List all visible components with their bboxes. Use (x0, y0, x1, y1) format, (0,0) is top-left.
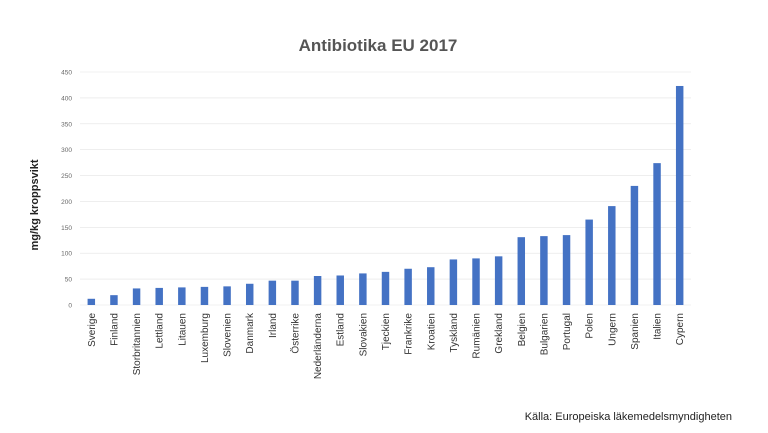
x-tick-label: Kroatien (426, 313, 437, 350)
y-tick-label: 200 (61, 199, 72, 206)
y-tick-label: 400 (61, 95, 72, 102)
x-tick-label: Sverige (87, 313, 98, 347)
gridlines (80, 71, 691, 306)
x-tick-label: Rumänien (472, 313, 483, 359)
bar (427, 267, 435, 305)
bar (653, 163, 661, 305)
y-axis-label: mg/kg kroppsvikt (29, 159, 41, 250)
bar (608, 206, 616, 305)
x-tick-label: Bulgarien (539, 313, 550, 355)
x-tick-label: Spanien (630, 313, 641, 350)
bar (517, 237, 526, 305)
y-tick-label: 300 (61, 147, 72, 154)
x-tick-label: Slovenien (223, 313, 234, 357)
x-tick-label: Cypern (675, 313, 686, 345)
x-axis-ticks: Sverige Finland Storbritannien Lettland Lita… (87, 312, 686, 379)
bar (449, 259, 458, 305)
x-tick-label: Belgien (517, 313, 528, 346)
bar (675, 85, 684, 305)
x-tick-label: Italien (653, 313, 664, 340)
chart-title: Antibiotika EU 2017 (299, 36, 458, 55)
x-tick-label: Luxemburg (200, 313, 211, 363)
x-tick-label: Irland (268, 313, 279, 338)
x-tick-label: Portugal (562, 313, 573, 350)
x-tick-label: Estland (336, 313, 347, 346)
source-note: Källa: Europeiska läkemedelsmyndigheten (525, 411, 732, 423)
bar (87, 298, 96, 305)
x-tick-label: Tjeckien (381, 313, 392, 350)
y-tick-label: 50 (65, 277, 73, 284)
x-tick-label: Polen (585, 313, 596, 339)
y-tick-label: 150 (61, 225, 72, 232)
x-tick-label: Slovakien (358, 313, 369, 356)
bar (404, 268, 412, 305)
bar (336, 275, 344, 305)
bar (200, 286, 209, 305)
y-tick-label: 0 (68, 303, 72, 310)
bar (110, 295, 118, 305)
bar (472, 258, 480, 305)
x-tick-label: Lettland (155, 313, 166, 349)
y-tick-label: 100 (61, 251, 72, 258)
bar (245, 283, 254, 305)
x-tick-label: Frankrike (404, 313, 415, 355)
bar (562, 235, 571, 305)
bar (494, 256, 503, 305)
bar (223, 286, 231, 305)
y-tick-label: 450 (61, 70, 72, 77)
bar (585, 219, 593, 305)
x-tick-label: Storbritannien (132, 313, 143, 375)
x-tick-label: Grekland (494, 313, 505, 354)
x-tick-label: Litauen (177, 313, 188, 346)
bar (359, 273, 367, 305)
x-tick-label: Österrike (289, 313, 301, 354)
y-tick-label: 350 (61, 121, 72, 128)
bar (291, 280, 299, 305)
x-tick-label: Ungern (607, 313, 618, 346)
bar (178, 287, 186, 305)
x-tick-label: Nederländerna (313, 313, 324, 380)
bar (132, 288, 141, 305)
bar (313, 276, 322, 305)
bar (540, 236, 548, 305)
y-tick-label: 250 (61, 173, 72, 180)
x-tick-label: Danmark (245, 312, 256, 354)
bar (630, 185, 639, 305)
bar (155, 287, 163, 305)
bar (268, 280, 277, 305)
bar (381, 271, 390, 305)
x-tick-label: Tyskland (449, 313, 460, 352)
x-tick-label: Finland (109, 313, 120, 346)
bars (87, 85, 684, 305)
y-axis-ticks: 0 50 100 150 200 250 300 350 400 450 (61, 70, 72, 310)
